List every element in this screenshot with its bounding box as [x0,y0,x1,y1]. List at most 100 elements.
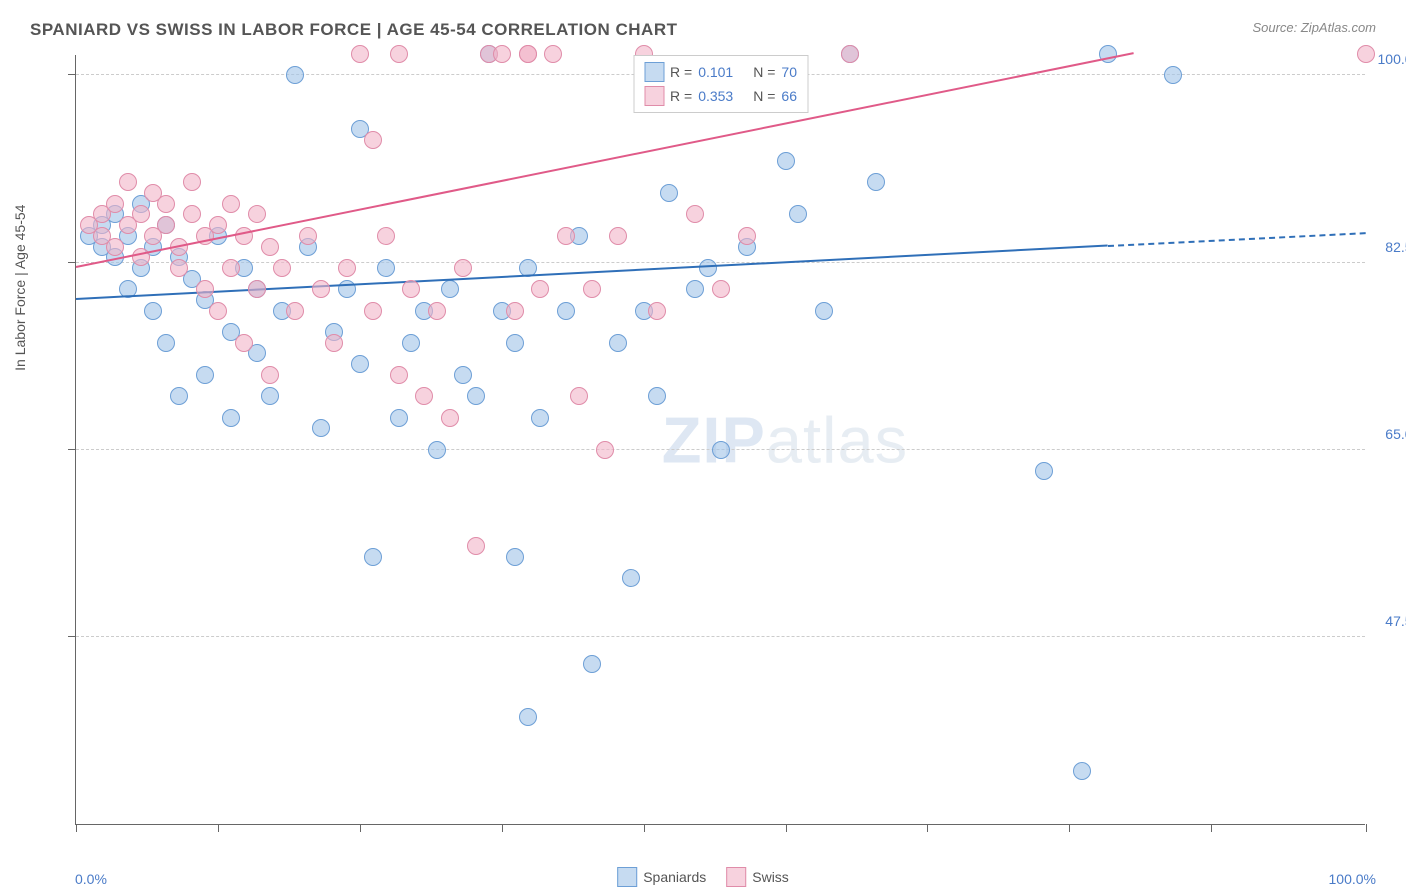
data-point [441,280,459,298]
data-point [312,280,330,298]
data-point [196,366,214,384]
r-label: R = [670,64,692,80]
x-axis-max-label: 100.0% [1329,871,1376,887]
data-point [286,302,304,320]
data-point [660,184,678,202]
data-point [622,569,640,587]
legend-item-spaniards: Spaniards [617,867,706,887]
legend-swatch-swiss [644,86,664,106]
data-point [364,131,382,149]
y-tick [68,74,76,75]
data-point [506,548,524,566]
data-point [157,216,175,234]
data-point [467,537,485,555]
data-point [222,195,240,213]
data-point [390,366,408,384]
data-point [609,227,627,245]
data-point [183,173,201,191]
legend-label: Swiss [752,869,789,885]
n-value: 70 [781,64,797,80]
data-point [209,216,227,234]
legend-swatch-spaniards [644,62,664,82]
data-point [183,205,201,223]
legend-row-spaniards: R = 0.101 N = 70 [644,60,797,84]
legend-swatch-swiss [726,867,746,887]
y-tick-label: 65.0% [1385,426,1406,442]
x-tick [927,824,928,832]
x-tick [644,824,645,832]
data-point [506,302,524,320]
x-tick [1211,824,1212,832]
data-point [106,195,124,213]
y-tick-label: 47.5% [1385,613,1406,629]
data-point [351,355,369,373]
r-value: 0.353 [698,88,733,104]
data-point [519,708,537,726]
legend-label: Spaniards [643,869,706,885]
data-point [390,409,408,427]
plot-area: ZIPatlas R = 0.101 N = 70 R = 0.353 N = … [75,55,1365,825]
data-point [170,259,188,277]
data-point [390,45,408,63]
data-point [235,334,253,352]
n-value: 66 [781,88,797,104]
data-point [170,387,188,405]
data-point [841,45,859,63]
data-point [196,280,214,298]
y-tick [68,636,76,637]
data-point [531,280,549,298]
correlation-legend: R = 0.101 N = 70 R = 0.353 N = 66 [633,55,808,113]
data-point [364,302,382,320]
data-point [557,227,575,245]
r-label: R = [670,88,692,104]
data-point [596,441,614,459]
y-tick [68,449,76,450]
n-label: N = [753,64,775,80]
legend-item-swiss: Swiss [726,867,789,887]
data-point [493,45,511,63]
gridline [76,262,1365,263]
data-point [699,259,717,277]
data-point [209,302,227,320]
data-point [428,441,446,459]
watermark-atlas: atlas [766,403,908,476]
data-point [261,387,279,405]
x-tick [502,824,503,832]
x-axis-min-label: 0.0% [75,871,107,887]
data-point [299,227,317,245]
legend-row-swiss: R = 0.353 N = 66 [644,84,797,108]
data-point [519,45,537,63]
data-point [1073,762,1091,780]
data-point [648,302,666,320]
data-point [286,66,304,84]
data-point [1357,45,1375,63]
gridline [76,636,1365,637]
data-point [402,334,420,352]
y-tick [68,262,76,263]
data-point [583,655,601,673]
data-point [467,387,485,405]
x-tick [218,824,219,832]
data-point [738,227,756,245]
data-point [454,259,472,277]
data-point [157,334,175,352]
trend-line [76,52,1134,268]
data-point [377,259,395,277]
data-point [261,238,279,256]
data-point [686,205,704,223]
data-point [261,366,279,384]
data-point [531,409,549,427]
data-point [312,419,330,437]
data-point [570,387,588,405]
data-point [235,227,253,245]
data-point [402,280,420,298]
x-tick [76,824,77,832]
data-point [248,205,266,223]
data-point [273,259,291,277]
data-point [222,259,240,277]
data-point [583,280,601,298]
data-point [222,409,240,427]
chart-container: SPANIARD VS SWISS IN LABOR FORCE | AGE 4… [0,0,1406,892]
data-point [338,259,356,277]
data-point [248,280,266,298]
